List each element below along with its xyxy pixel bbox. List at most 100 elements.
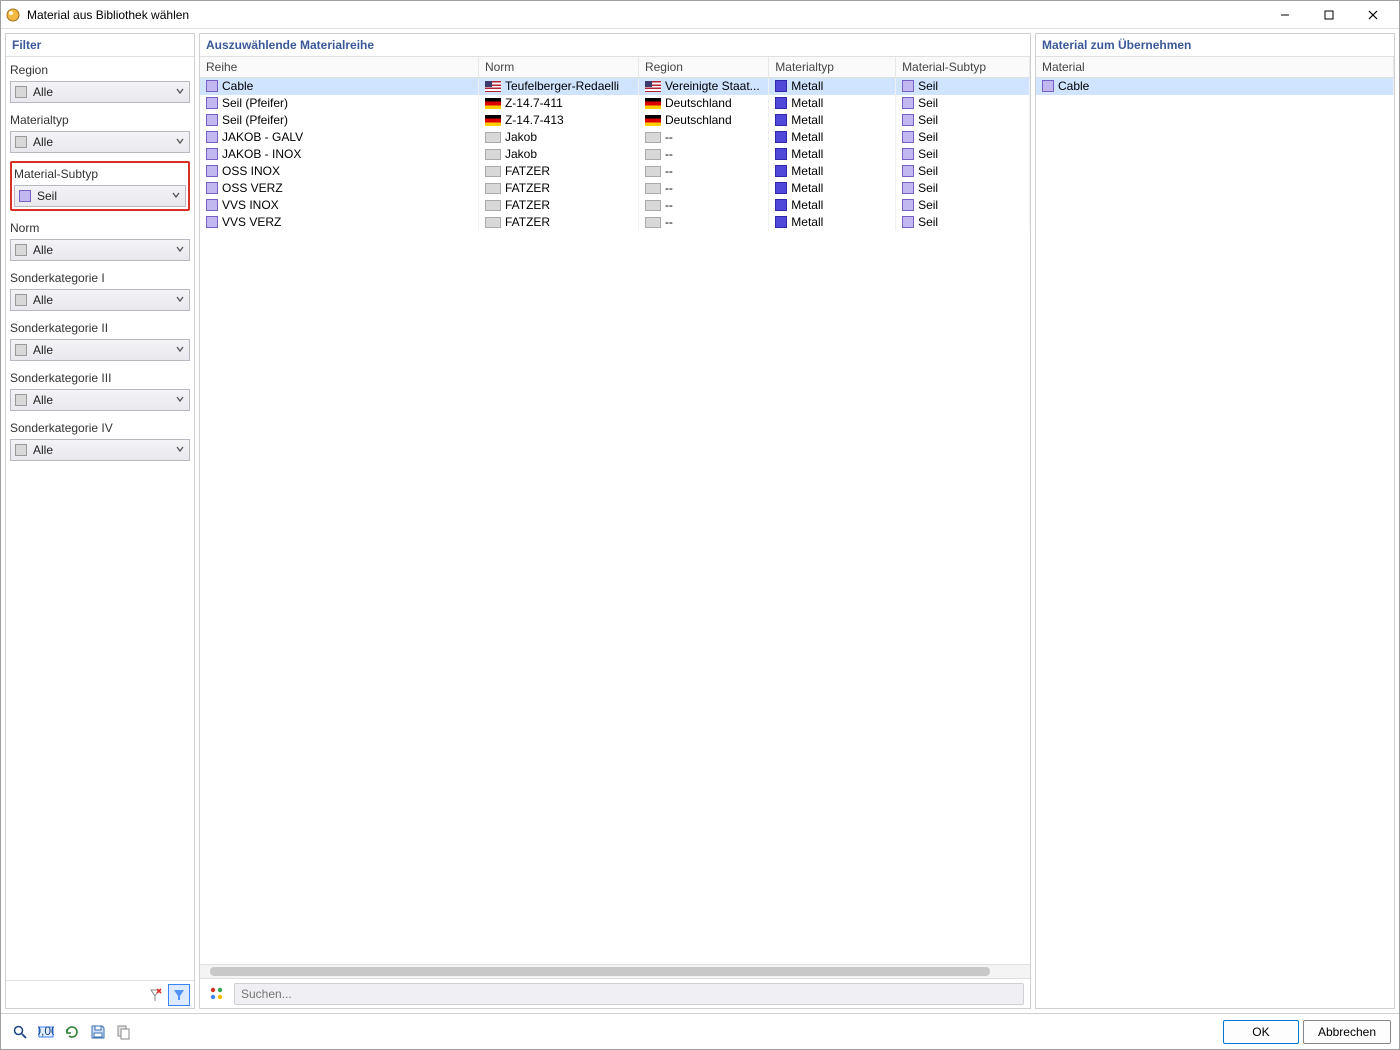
cell-reihe: OSS VERZ [222,181,283,195]
filter-label-material_subtyp: Material-Subtyp [14,165,186,185]
ok-label: OK [1252,1025,1269,1039]
swatch-icon [902,97,914,109]
col-header-region[interactable]: Region [638,57,768,78]
filter-combo-sk2[interactable]: Alle [10,339,190,361]
svg-text:0,00: 0,00 [38,1024,54,1038]
bottom-toolbar: 0,00 OK Abbrechen [1,1013,1399,1049]
filter-combo-materialtyp[interactable]: Alle [10,131,190,153]
refresh-icon[interactable] [61,1021,83,1043]
table-row[interactable]: VVS INOXFATZER--MetallSeil [200,197,1030,214]
swatch-icon [902,199,914,211]
center-panel: Auszuwählende Materialreihe ReiheNormReg… [199,33,1031,1009]
filter-group-material_subtyp: Material-Subtyp Seil [10,161,190,211]
material-series-table: ReiheNormRegionMaterialtypMaterial-Subty… [200,57,1030,231]
filter-header: Filter [6,34,194,57]
filter-combo-sk1[interactable]: Alle [10,289,190,311]
cell-reihe: VVS INOX [222,198,279,212]
table-row[interactable]: Seil (Pfeifer)Z-14.7-413DeutschlandMetal… [200,112,1030,129]
filter-label-sk4: Sonderkategorie IV [10,419,190,439]
cell-norm: Jakob [505,130,537,144]
clear-filter-button[interactable] [144,984,166,1006]
search-input[interactable] [241,987,1017,1001]
filter-group-sk3: Sonderkategorie IIIAlle [10,369,190,411]
filter-value-material_subtyp: Seil [37,189,171,203]
table-row[interactable]: VVS VERZFATZER--MetallSeil [200,214,1030,231]
chevron-down-icon [175,243,185,257]
filter-group-sk1: Sonderkategorie IAlle [10,269,190,311]
horizontal-scrollbar[interactable] [200,964,1030,978]
flag-icon [485,149,501,160]
table-row[interactable]: JAKOB - GALVJakob--MetallSeil [200,129,1030,146]
maximize-button[interactable] [1307,1,1351,29]
swatch-icon [775,80,787,92]
table-row[interactable]: OSS VERZFATZER--MetallSeil [200,180,1030,197]
filter-value-sk2: Alle [33,343,175,357]
cell-material-subtyp: Seil [918,215,938,229]
flag-icon [645,81,661,92]
swatch-icon [775,131,787,143]
swatch-icon [15,136,27,148]
col-header-reihe[interactable]: Reihe [200,57,478,78]
filter-combo-norm[interactable]: Alle [10,239,190,261]
flag-icon [645,217,661,228]
cell-materialtyp: Metall [791,198,823,212]
units-icon[interactable]: 0,00 [35,1021,57,1043]
ok-button[interactable]: OK [1223,1020,1299,1044]
table-row[interactable]: Cable [1036,78,1394,95]
filter-label-materialtyp: Materialtyp [10,111,190,131]
flag-icon [485,115,501,126]
swatch-icon [15,344,27,356]
search-icon[interactable] [9,1021,31,1043]
copy-icon[interactable] [113,1021,135,1043]
search-box[interactable] [234,983,1024,1005]
col-header-norm[interactable]: Norm [478,57,638,78]
swatch-icon [775,114,787,126]
swatch-icon [775,182,787,194]
center-table-wrap[interactable]: ReiheNormRegionMaterialtypMaterial-Subty… [200,57,1030,964]
close-button[interactable] [1351,1,1395,29]
swatch-icon [15,244,27,256]
cell-material: Cable [1058,79,1089,93]
swatch-icon [206,165,218,177]
swatch-icon [206,131,218,143]
col-header-materialtyp[interactable]: Materialtyp [769,57,896,78]
chevron-down-icon [175,443,185,457]
swatch-icon [19,190,31,202]
right-table-wrap[interactable]: Material Cable [1036,57,1394,1008]
cell-region: -- [665,164,673,178]
table-row[interactable]: OSS INOXFATZER--MetallSeil [200,163,1030,180]
table-row[interactable]: CableTeufelberger-RedaelliVereinigte Sta… [200,78,1030,95]
cell-region: Vereinigte Staat... [665,79,760,93]
save-icon[interactable] [87,1021,109,1043]
cell-materialtyp: Metall [791,79,823,93]
right-col-material[interactable]: Material [1036,57,1394,78]
minimize-button[interactable] [1263,1,1307,29]
cell-region: Deutschland [665,96,732,110]
cell-materialtyp: Metall [791,96,823,110]
filter-combo-sk4[interactable]: Alle [10,439,190,461]
filter-combo-material_subtyp[interactable]: Seil [14,185,186,207]
filter-combo-region[interactable]: Alle [10,81,190,103]
table-row[interactable]: Seil (Pfeifer)Z-14.7-411DeutschlandMetal… [200,95,1030,112]
cancel-button[interactable]: Abbrechen [1303,1020,1391,1044]
cell-region: -- [665,130,673,144]
group-button[interactable] [206,983,228,1005]
cell-region: Deutschland [665,113,732,127]
filter-combo-sk3[interactable]: Alle [10,389,190,411]
cell-norm: Jakob [505,147,537,161]
chevron-down-icon [175,135,185,149]
right-header: Material zum Übernehmen [1036,34,1394,57]
right-panel: Material zum Übernehmen Material Cable [1035,33,1395,1009]
cell-norm: FATZER [505,164,550,178]
col-header-material_subtyp[interactable]: Material-Subtyp [896,57,1030,78]
filter-body: RegionAlleMaterialtypAlleMaterial-Subtyp… [6,57,194,980]
flag-icon [485,98,501,109]
cell-norm: FATZER [505,181,550,195]
chevron-down-icon [175,293,185,307]
swatch-icon [902,114,914,126]
table-row[interactable]: JAKOB - INOXJakob--MetallSeil [200,146,1030,163]
apply-filter-button[interactable] [168,984,190,1006]
cell-material-subtyp: Seil [918,164,938,178]
cell-norm: Z-14.7-413 [505,113,564,127]
swatch-icon [15,86,27,98]
